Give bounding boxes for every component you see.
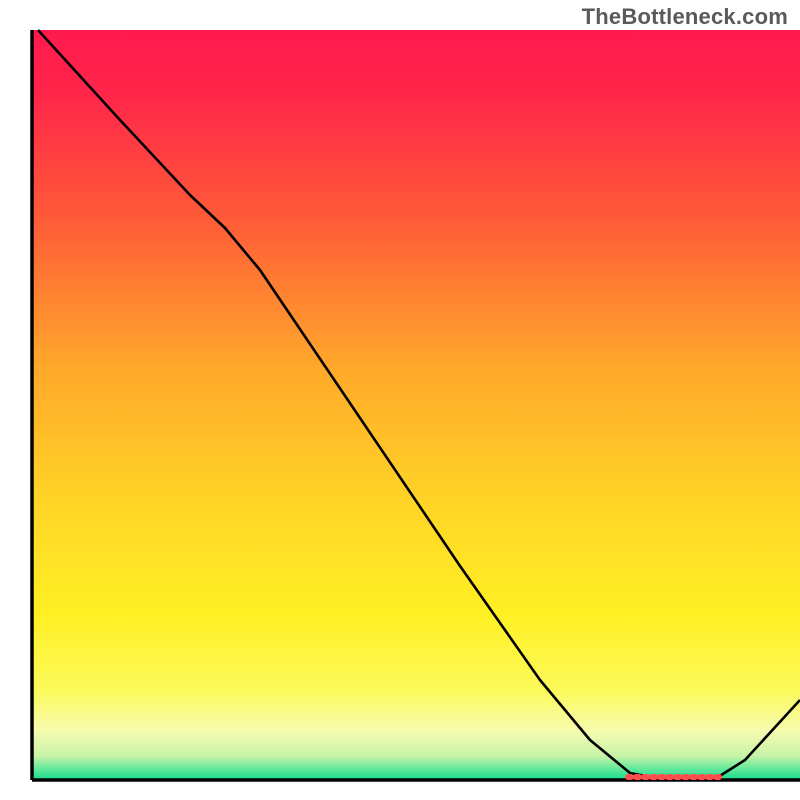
chart-container: TheBottleneck.com [0, 0, 800, 800]
gradient-fill-rect [32, 30, 800, 780]
chart-svg [0, 0, 800, 800]
